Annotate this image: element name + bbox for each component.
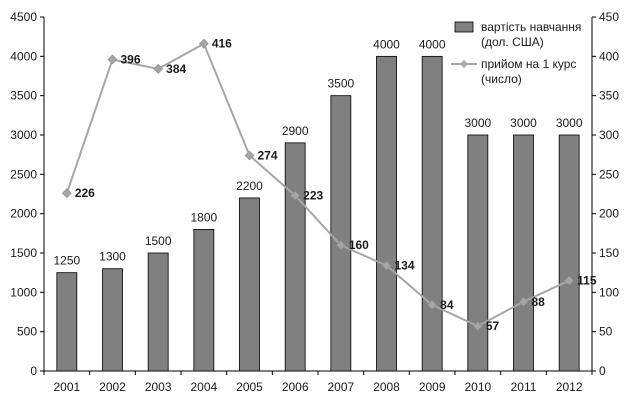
x-tick-label: 2009	[419, 380, 446, 394]
x-tick-label: 2001	[53, 380, 80, 394]
bar-value-label: 3000	[464, 116, 491, 130]
bar	[558, 134, 580, 372]
line-value-label: 274	[258, 148, 278, 162]
line-point	[335, 240, 346, 251]
series-line	[65, 42, 570, 328]
bar-value-label: 1500	[145, 234, 172, 248]
bar-value-label: 1250	[53, 254, 80, 268]
x-tick-label: 2003	[145, 380, 172, 394]
line-value-label: 88	[532, 295, 546, 309]
bar	[239, 197, 260, 372]
left-tick-label: 4500	[10, 10, 37, 24]
bar	[467, 134, 489, 372]
line-series: 226 396 384 416 274 223 160 134 84 57 88 115	[61, 37, 597, 333]
left-tick-label: 500	[17, 325, 37, 339]
line-point	[61, 188, 72, 199]
line-value-label: 223	[303, 189, 323, 203]
bar	[421, 55, 443, 372]
line-value-label: 160	[349, 238, 369, 252]
left-tick-label: 2500	[10, 167, 37, 181]
line-value-label: 84	[440, 298, 454, 312]
legend-label-bar: вартість навчання	[481, 20, 581, 34]
right-tick-label: 400	[599, 49, 619, 63]
bar-value-label: 4000	[419, 37, 446, 51]
line-point	[198, 38, 209, 49]
legend-label-bar: (дол. США)	[481, 35, 544, 49]
line-value-label: 416	[212, 37, 232, 51]
left-tick-label: 3000	[10, 128, 37, 142]
right-tick-label: 0	[599, 364, 606, 378]
line-value-label: 134	[395, 259, 415, 273]
line-point	[381, 260, 392, 271]
bar	[147, 252, 169, 372]
left-tick-label: 3500	[10, 89, 37, 103]
line-value-label: 57	[486, 319, 500, 333]
line-value-label: 396	[121, 52, 141, 66]
line-point	[107, 54, 118, 65]
bar	[193, 228, 215, 372]
left-tick-label: 1500	[10, 246, 37, 260]
x-tick-label: 2011	[511, 380, 537, 394]
right-tick-label: 300	[599, 128, 619, 142]
bar-value-label: 2900	[282, 124, 309, 138]
bar-value-label: 1800	[190, 210, 217, 224]
line-point	[290, 190, 301, 201]
left-y-axis: 0 500 1000 1500 2000 2500 3000 3500 4000 4500	[10, 10, 45, 378]
left-tick-label: 1000	[10, 285, 37, 299]
bar	[56, 272, 78, 372]
bar-value-label: 3500	[327, 77, 354, 91]
left-tick-label: 4000	[10, 49, 37, 63]
bar-value-label: 3000	[556, 116, 583, 130]
left-tick-label: 2000	[10, 207, 37, 221]
line-point	[472, 321, 483, 332]
bar	[102, 268, 123, 372]
legend-label-line: (число)	[481, 72, 522, 86]
left-tick-label: 0	[30, 364, 37, 378]
line-point	[427, 299, 438, 310]
x-tick-label: 2006	[282, 380, 309, 394]
legend: вартість навчання(дол. США) прийом на 1 к…	[451, 20, 581, 86]
x-tick-label: 2010	[464, 380, 491, 394]
bar-value-label: 2200	[236, 179, 263, 193]
left-tick-labels: 0 500 1000 1500 2000 2500 3000 3500 4000 4500	[10, 10, 44, 378]
bar-series: 1250 1300 1500 1800 2200 2900 3500 4000 4000 3000…	[53, 37, 583, 372]
right-tick-labels: 0 50 100 150 200 250 300 350 400 450	[592, 10, 619, 378]
x-tick-label: 2008	[373, 380, 400, 394]
right-tick-label: 150	[599, 246, 619, 260]
right-tick-label: 200	[599, 207, 619, 221]
right-tick-label: 250	[599, 167, 619, 181]
legend-label-line: прийом на 1 курс	[481, 57, 576, 71]
x-tick-label: 2007	[327, 380, 354, 394]
right-tick-label: 100	[599, 285, 619, 299]
bar	[513, 134, 534, 372]
line-point	[244, 150, 255, 161]
bar	[284, 142, 306, 372]
x-tick-label: 2012	[556, 380, 583, 394]
line-value-label: 384	[166, 62, 186, 76]
x-tick-label: 2005	[236, 380, 263, 394]
line-point	[564, 275, 575, 286]
x-tick-label: 2004	[190, 380, 217, 394]
line-point	[153, 63, 164, 74]
right-tick-label: 50	[599, 325, 613, 339]
x-tick-label: 2002	[99, 380, 126, 394]
bar-value-label: 4000	[373, 37, 400, 51]
legend-swatch-marker	[460, 60, 468, 68]
x-tick-labels: 2001 2002 2003 2004 2005 2006 2007 2008 2009 2010…	[43, 371, 593, 394]
bar-value-label: 1300	[99, 250, 126, 264]
bar	[376, 55, 397, 372]
legend-swatch-bar	[454, 21, 474, 33]
bar-value-label: 3000	[510, 116, 537, 130]
line-value-label: 115	[577, 274, 597, 288]
right-y-axis: 0 50 100 150 200 250 300 350 400 450	[591, 10, 619, 378]
line-value-label: 226	[75, 186, 95, 200]
right-tick-label: 450	[599, 10, 619, 24]
bar	[330, 95, 352, 372]
line-point	[518, 296, 529, 307]
right-tick-label: 350	[599, 89, 619, 103]
